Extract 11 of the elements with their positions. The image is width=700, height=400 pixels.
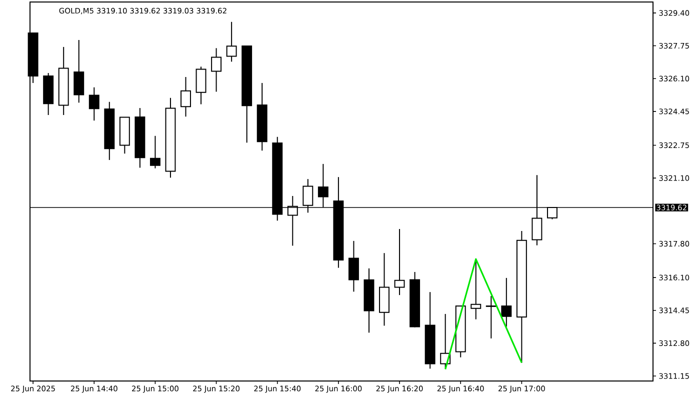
candlestick	[196, 66, 206, 105]
candlestick	[150, 135, 160, 169]
candlestick	[88, 86, 100, 122]
candlestick	[226, 21, 237, 62]
candlestick	[501, 277, 512, 328]
candlestick	[180, 76, 191, 118]
candlestick	[211, 48, 222, 92]
candlestick	[348, 240, 359, 292]
candlestick	[74, 39, 84, 104]
candlestick	[394, 228, 405, 296]
candlestick	[486, 296, 496, 339]
